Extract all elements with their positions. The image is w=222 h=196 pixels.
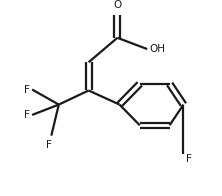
Text: F: F (24, 110, 30, 120)
Text: F: F (46, 140, 52, 150)
Text: O: O (113, 0, 121, 10)
Text: F: F (186, 154, 191, 164)
Text: F: F (24, 84, 30, 94)
Text: OH: OH (150, 44, 166, 54)
